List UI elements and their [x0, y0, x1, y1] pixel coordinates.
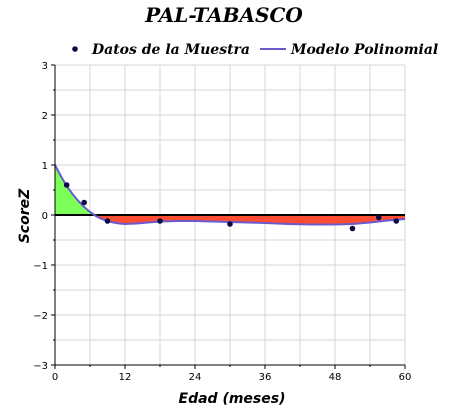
- legend-label-modelo: Modelo Polinomial: [290, 42, 438, 58]
- data-point: [227, 221, 233, 227]
- y-tick-label: −2: [33, 311, 48, 322]
- series-line-modelo-polinomial: [54, 164, 406, 226]
- x-tick-label: 0: [52, 372, 58, 383]
- y-axis-label: ScoreZ: [17, 188, 33, 243]
- y-tick-label: 2: [42, 111, 48, 122]
- x-tick-label: 36: [259, 372, 272, 383]
- x-axis-label: Edad (meses): [179, 391, 286, 407]
- y-tick-label: −1: [33, 261, 48, 272]
- y-tick-label: 1: [42, 161, 48, 172]
- data-point: [393, 218, 400, 224]
- data-point: [349, 225, 356, 232]
- x-tick-label: 12: [119, 372, 132, 383]
- x-tick-label: 48: [329, 372, 342, 383]
- y-tick-label: −3: [33, 361, 48, 372]
- y-tick-label: 0: [42, 211, 48, 222]
- data-point: [375, 214, 382, 221]
- y-tick-label: 3: [42, 61, 48, 72]
- x-tick-label: 24: [189, 372, 202, 383]
- data-point: [104, 218, 111, 224]
- legend-label-datos: Datos de la Muestra: [91, 42, 250, 58]
- data-point: [157, 218, 163, 224]
- legend-marker-datos: [72, 46, 78, 52]
- data-point: [63, 182, 70, 188]
- legend: Datos de la Muestra Modelo Polinomial: [72, 42, 438, 58]
- data-point: [81, 199, 87, 206]
- x-tick-label: 60: [399, 372, 412, 383]
- chart-title: PAL-TABASCO: [144, 3, 303, 27]
